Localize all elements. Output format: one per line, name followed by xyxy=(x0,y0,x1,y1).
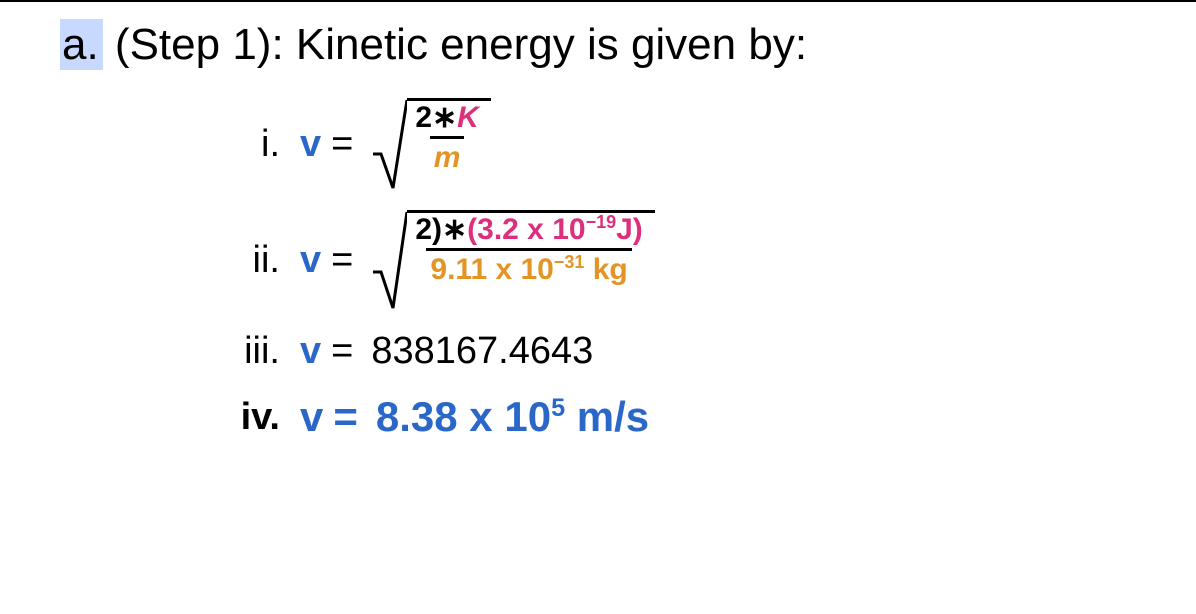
denominator: m xyxy=(430,136,465,174)
num-value: (3.2 x 10−19J) xyxy=(467,213,643,246)
heading-text: (Step 1): Kinetic energy is given by: xyxy=(103,20,807,69)
var-v: v xyxy=(300,123,321,166)
var-v: v xyxy=(300,239,321,282)
equals-sign: = xyxy=(331,330,353,373)
fraction: 2)∗(3.2 x 10−19J) 9.11 x 10−31 kg xyxy=(411,213,646,286)
roman-i: i. xyxy=(190,123,300,166)
roman-iii: iii. xyxy=(190,330,300,373)
radical-icon xyxy=(371,98,407,190)
numerator: 2)∗(3.2 x 10−19J) xyxy=(411,213,646,248)
radical-icon xyxy=(371,210,407,310)
denominator: 9.11 x 10−31 kg xyxy=(426,248,631,286)
var-v: v xyxy=(300,330,321,373)
equation-iv: v = 8.38 x 105 m/s xyxy=(300,393,649,441)
sqrt-icon: 2)∗(3.2 x 10−19J) 9.11 x 10−31 kg xyxy=(371,210,654,310)
value-iii: 838167.4643 xyxy=(371,330,593,373)
equals-sign: = xyxy=(331,123,353,166)
den-m: m xyxy=(434,141,461,174)
var-v: v xyxy=(300,393,323,441)
radicand: 2∗K m xyxy=(407,98,491,190)
equation-ii: v = 2)∗(3.2 x 10−19J) 9.11 x 10−31 kg xyxy=(300,210,655,310)
equation-iii: v = 838167.4643 xyxy=(300,330,593,373)
equation-i: v = 2∗K m xyxy=(300,98,491,190)
equals-sign: = xyxy=(331,239,353,282)
radicand: 2)∗(3.2 x 10−19J) 9.11 x 10−31 kg xyxy=(407,210,654,310)
roman-iv: iv. xyxy=(190,396,300,439)
num-two: 2∗ xyxy=(415,101,457,134)
roman-ii: ii. xyxy=(190,239,300,282)
step-iii: iii. v = 838167.4643 xyxy=(190,330,1136,373)
step-ii: ii. v = 2)∗(3.2 x 10−19J) 9.11 x 10−31 k… xyxy=(190,210,1136,310)
numerator: 2∗K xyxy=(411,101,483,136)
fraction: 2∗K m xyxy=(411,101,483,174)
heading-label: a. xyxy=(60,19,103,70)
num-K: K xyxy=(457,101,479,134)
steps-list: i. v = 2∗K m xyxy=(190,98,1136,441)
step-iv: iv. v = 8.38 x 105 m/s xyxy=(190,393,1136,441)
step-i: i. v = 2∗K m xyxy=(190,98,1136,190)
equals-sign: = xyxy=(333,393,358,441)
sqrt-icon: 2∗K m xyxy=(371,98,491,190)
value-iv: 8.38 x 105 m/s xyxy=(376,393,649,441)
step-heading: a. (Step 1): Kinetic energy is given by: xyxy=(60,20,1136,70)
num-two: 2)∗ xyxy=(415,213,467,246)
